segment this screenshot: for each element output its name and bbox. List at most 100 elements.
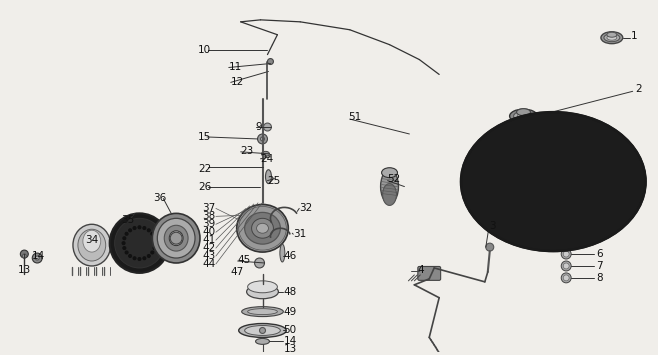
Text: 10: 10: [198, 45, 211, 55]
Text: 6: 6: [596, 249, 603, 259]
Circle shape: [153, 247, 156, 250]
Ellipse shape: [577, 175, 599, 189]
Text: 52: 52: [388, 174, 401, 184]
Ellipse shape: [504, 146, 544, 174]
Text: 51: 51: [348, 112, 361, 122]
Ellipse shape: [164, 225, 188, 251]
Circle shape: [20, 250, 28, 258]
Ellipse shape: [517, 109, 530, 116]
Text: 49: 49: [284, 307, 297, 317]
Text: 8: 8: [596, 273, 603, 283]
Ellipse shape: [551, 168, 605, 206]
Circle shape: [128, 229, 132, 232]
Circle shape: [133, 226, 136, 230]
Text: 1: 1: [631, 31, 638, 41]
Text: 7: 7: [596, 261, 603, 271]
Text: 35: 35: [122, 215, 135, 225]
Circle shape: [151, 232, 154, 235]
Circle shape: [147, 255, 150, 257]
Circle shape: [32, 253, 42, 263]
Ellipse shape: [607, 32, 617, 37]
Text: 4: 4: [417, 265, 424, 275]
Text: 26: 26: [198, 181, 211, 192]
Circle shape: [259, 353, 266, 355]
Text: 22: 22: [198, 164, 211, 174]
Ellipse shape: [382, 168, 397, 178]
Circle shape: [125, 251, 128, 254]
Ellipse shape: [604, 34, 620, 42]
Ellipse shape: [247, 281, 278, 293]
Ellipse shape: [83, 230, 101, 252]
Circle shape: [267, 59, 274, 65]
Text: 37: 37: [202, 203, 215, 213]
Ellipse shape: [524, 163, 593, 211]
Text: 9: 9: [255, 122, 262, 132]
Ellipse shape: [514, 111, 534, 121]
Ellipse shape: [237, 204, 288, 252]
Ellipse shape: [73, 224, 111, 266]
Text: 41: 41: [202, 235, 215, 245]
Circle shape: [151, 251, 154, 254]
Circle shape: [128, 255, 132, 257]
Ellipse shape: [461, 112, 645, 251]
Circle shape: [125, 232, 128, 235]
Circle shape: [110, 213, 169, 273]
Ellipse shape: [241, 307, 284, 317]
Text: 47: 47: [231, 267, 244, 277]
Text: 36: 36: [153, 193, 166, 203]
Text: 44: 44: [202, 259, 215, 269]
Ellipse shape: [536, 214, 590, 228]
Circle shape: [123, 247, 126, 250]
Circle shape: [563, 275, 569, 281]
Text: 13: 13: [284, 344, 297, 354]
Circle shape: [257, 134, 267, 144]
Ellipse shape: [251, 218, 274, 238]
Ellipse shape: [518, 113, 530, 119]
Circle shape: [138, 226, 141, 229]
Ellipse shape: [245, 212, 280, 244]
Ellipse shape: [239, 323, 286, 337]
Ellipse shape: [153, 213, 200, 263]
Ellipse shape: [247, 285, 278, 299]
Ellipse shape: [607, 35, 617, 40]
Circle shape: [154, 242, 157, 245]
Ellipse shape: [157, 218, 195, 258]
Circle shape: [114, 218, 164, 268]
Ellipse shape: [486, 243, 494, 251]
Ellipse shape: [280, 244, 285, 262]
Ellipse shape: [261, 151, 270, 156]
Text: 39: 39: [202, 219, 215, 229]
Ellipse shape: [255, 338, 270, 344]
Circle shape: [153, 237, 156, 240]
Text: 14: 14: [284, 337, 297, 346]
Text: 14: 14: [32, 251, 45, 261]
Ellipse shape: [169, 231, 183, 246]
Circle shape: [561, 249, 571, 259]
Ellipse shape: [247, 308, 278, 315]
Text: 24: 24: [261, 154, 274, 164]
Circle shape: [123, 237, 126, 240]
Ellipse shape: [509, 109, 538, 123]
Circle shape: [133, 257, 136, 260]
Ellipse shape: [495, 138, 572, 190]
Circle shape: [561, 261, 571, 271]
Text: 11: 11: [229, 62, 242, 72]
Ellipse shape: [382, 184, 397, 206]
Circle shape: [138, 257, 141, 261]
Circle shape: [259, 328, 265, 333]
Text: 34: 34: [85, 235, 98, 245]
Ellipse shape: [567, 171, 604, 196]
Text: 13: 13: [17, 265, 31, 275]
Text: 50: 50: [284, 326, 297, 335]
Circle shape: [22, 254, 26, 258]
Circle shape: [122, 242, 125, 245]
Text: 3: 3: [489, 221, 495, 231]
Text: 42: 42: [202, 243, 215, 253]
Ellipse shape: [601, 32, 622, 44]
Circle shape: [143, 226, 146, 230]
Text: 46: 46: [284, 251, 297, 261]
Circle shape: [36, 256, 39, 260]
Text: 38: 38: [202, 211, 215, 222]
Circle shape: [170, 232, 182, 244]
Circle shape: [147, 229, 150, 232]
